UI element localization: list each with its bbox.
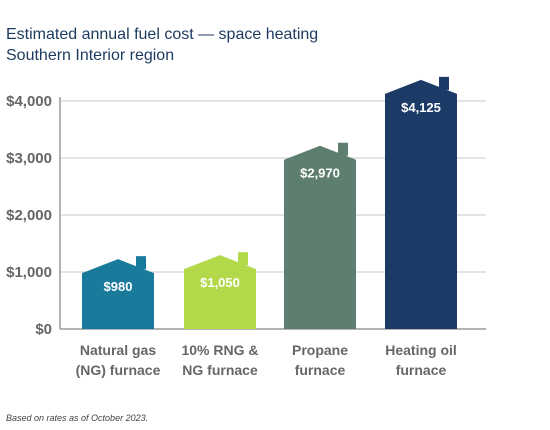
bars: $980 $1,050 $2,970 $4,125 [82, 76, 457, 329]
x-category-label: 10% RNG & [181, 342, 258, 358]
x-category-label: Heating oil [385, 342, 457, 358]
bar-value-label: $1,050 [200, 275, 240, 290]
bar [385, 79, 457, 329]
footnote: Based on rates as of October 2023. [6, 413, 149, 423]
bar-value-label: $980 [104, 279, 133, 294]
bar [184, 255, 256, 329]
x-category-label: NG furnace [182, 362, 258, 378]
y-tick-label: $3,000 [6, 150, 52, 167]
bar-chimney [238, 252, 248, 266]
bar [284, 145, 356, 329]
bar-group: $4,125 [385, 76, 457, 329]
x-category-label: furnace [295, 362, 346, 378]
chart-title-line-1: Estimated annual fuel cost — space heati… [6, 26, 319, 43]
bar-value-label: $4,125 [401, 100, 441, 115]
bar-value-label: $2,970 [300, 166, 340, 181]
y-tick-label: $4,000 [6, 93, 52, 110]
x-category-label: Natural gas [80, 342, 156, 358]
bar-group: $980 [82, 256, 154, 329]
x-category-label: (NG) furnace [76, 362, 161, 378]
bar-group: $2,970 [284, 142, 356, 329]
x-category-label: furnace [396, 362, 447, 378]
bar-chimney [136, 256, 146, 270]
y-tick-label: $1,000 [6, 264, 52, 281]
bar [82, 259, 154, 329]
x-axis-categories: Natural gas (NG) furnace 10% RNG & NG furna… [76, 342, 457, 378]
y-tick-label: $2,000 [6, 207, 52, 224]
y-tick-label: $0 [35, 321, 52, 338]
y-axis-ticks: $0 $1,000 $2,000 $3,000 $4,000 [6, 93, 52, 338]
bar-group: $1,050 [184, 252, 256, 329]
bar-chimney [338, 142, 348, 156]
bar-chimney [439, 76, 449, 90]
chart-title: Estimated annual fuel cost — space heati… [6, 24, 318, 66]
x-category-label: Propane [292, 342, 348, 358]
chart-subtitle: Southern Interior region [6, 47, 175, 64]
